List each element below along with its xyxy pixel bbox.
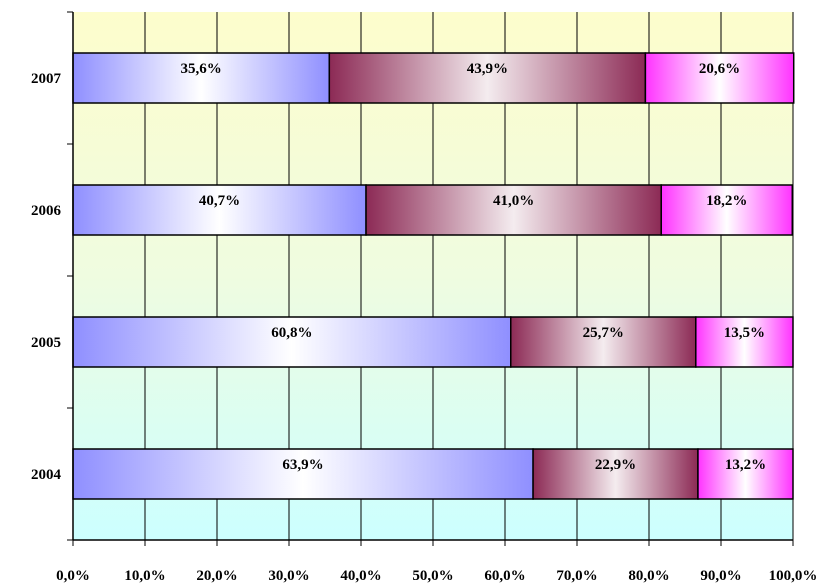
x-tick-label: 30,0% <box>268 568 309 584</box>
bar-segment <box>644 52 795 104</box>
bar-segment <box>532 448 699 500</box>
data-label: 18,2% <box>706 193 747 209</box>
bar-segment <box>328 52 647 104</box>
bars-group <box>72 52 795 500</box>
bar-segment <box>72 184 367 236</box>
bar-segment <box>72 52 331 104</box>
y-tick-label: 2005 <box>31 335 61 351</box>
x-tick-label: 80,0% <box>628 568 669 584</box>
data-label: 13,2% <box>725 457 766 473</box>
bar-segment <box>695 316 794 368</box>
y-tick-label: 2007 <box>31 71 62 87</box>
bar-segment <box>697 448 794 500</box>
x-tick-label: 10,0% <box>124 568 165 584</box>
data-label: 41,0% <box>493 193 534 209</box>
x-tick-label: 40,0% <box>340 568 381 584</box>
x-tick-label: 60,0% <box>484 568 525 584</box>
x-tick-label: 90,0% <box>700 568 741 584</box>
data-label: 22,9% <box>595 457 636 473</box>
data-label: 43,9% <box>467 61 508 77</box>
bar-segment <box>510 316 697 368</box>
data-label: 13,5% <box>724 325 765 341</box>
y-tick-label: 2004 <box>31 467 62 483</box>
data-label: 20,6% <box>699 61 740 77</box>
x-tick-label: 100,0% <box>769 568 818 584</box>
x-tick-label: 70,0% <box>556 568 597 584</box>
x-tick-label: 20,0% <box>196 568 237 584</box>
data-label: 35,6% <box>181 61 222 77</box>
data-labels-group: 63,9% 22,9% 13,2% 60,8% 25,7% 13,5% 40,7% 41,0%… <box>181 61 767 473</box>
y-tick-label: 2006 <box>31 203 62 219</box>
axes-group: 2004 2005 2006 2007 0,0% 10,0% 20,0% 30,0% 40,0%… <box>31 11 818 584</box>
data-label: 63,9% <box>282 457 323 473</box>
bar-segment <box>660 184 794 236</box>
data-label: 25,7% <box>583 325 624 341</box>
data-label: 40,7% <box>199 193 240 209</box>
data-label: 60,8% <box>271 325 312 341</box>
x-tick-label: 50,0% <box>412 568 453 584</box>
bar-segment <box>72 316 512 368</box>
x-tick-label: 0,0% <box>56 568 90 584</box>
